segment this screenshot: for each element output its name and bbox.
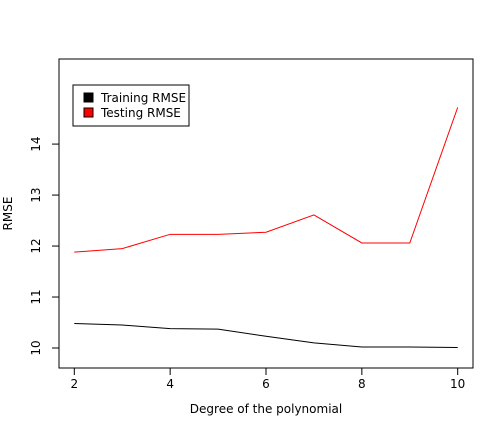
y-tick-label: 11	[29, 289, 43, 304]
y-tick-label: 10	[29, 340, 43, 355]
legend-swatch-testing	[83, 107, 94, 118]
x-tick-label: 4	[166, 377, 174, 391]
x-tick-label: 2	[70, 377, 78, 391]
y-axis: 10 11 12 13 14	[29, 113, 60, 356]
x-tick-label: 6	[262, 377, 270, 391]
y-tick-label: 14	[29, 136, 43, 151]
x-axis: 2 4 6 8 10	[70, 367, 465, 391]
x-tick-label: 8	[358, 377, 366, 391]
testing-rmse-line	[74, 107, 459, 253]
y-axis-label: RMSE	[1, 197, 15, 231]
legend-label-training: Training RMSE	[100, 91, 186, 105]
legend: Training RMSE Testing RMSE	[72, 84, 190, 127]
legend-swatch-training	[83, 92, 94, 103]
x-tick-label: 10	[450, 377, 465, 391]
y-tick-label: 12	[29, 238, 43, 253]
y-tick-label: 13	[29, 187, 43, 202]
legend-box	[72, 84, 190, 127]
legend-label-testing: Testing RMSE	[100, 106, 181, 120]
series-layer	[74, 107, 459, 348]
training-rmse-line	[74, 323, 458, 348]
x-axis-label: Degree of the polynomial	[190, 402, 342, 416]
